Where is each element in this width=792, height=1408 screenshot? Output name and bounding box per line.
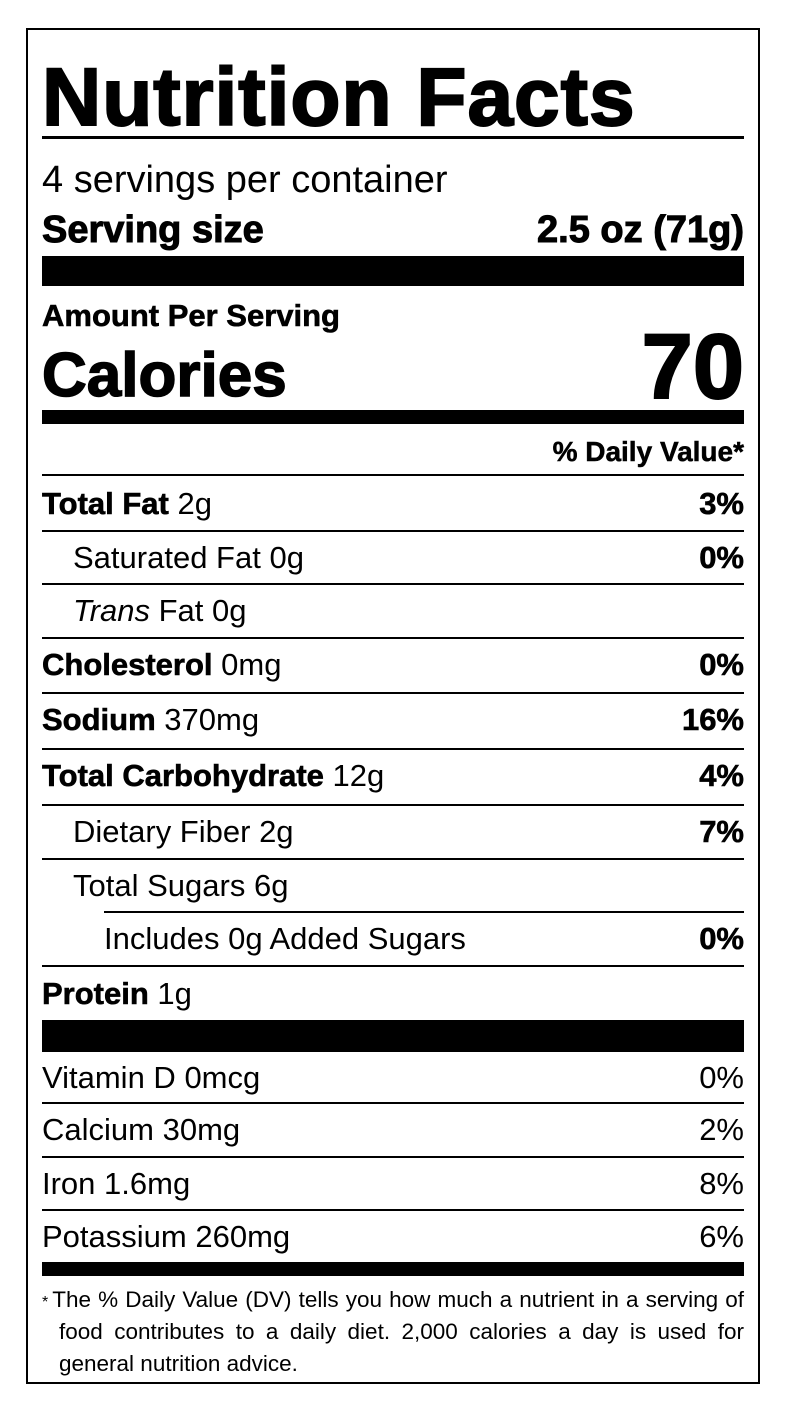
vitamin-row-calcium: Calcium 30mg 2% [42,1104,744,1156]
nutrient-name: Protein [42,976,149,1012]
vitamin-name: Vitamin D [42,1060,176,1095]
nutrient-dv: 16% [681,702,745,738]
vitamin-amount: 1.6mg [104,1166,191,1201]
divider-thin [42,1156,744,1158]
divider-medium [42,1262,744,1276]
footnote-text: The % Daily Value (DV) tells you how muc… [52,1287,744,1376]
nutrient-amount: 2g [177,486,212,521]
nutrient-name: Cholesterol [42,647,213,683]
daily-value-header: % Daily Value* [552,436,744,468]
serving-size-label: Serving size [42,209,265,252]
nutrient-amount: 6g [253,868,289,903]
nutrient-amount: 0mg [221,647,282,682]
divider-thin [42,858,744,860]
vitamin-name: Iron [42,1166,96,1201]
nutrient-name: Total Fat [42,486,169,522]
vitamin-amount: 30mg [162,1112,241,1147]
divider-thin [42,136,744,139]
nutrient-amount: 12g [332,758,385,793]
nutrient-row-total-carbohydrate: Total Carbohydrate 12g 4% [42,750,745,802]
nutrient-dv: 0% [699,921,744,957]
nutrient-amount: 1g [157,976,192,1011]
vitamin-dv: 8% [699,1166,744,1201]
nutrient-row-total-sugars: Total Sugars 6g [42,860,744,912]
nutrient-amount: 0g [269,540,304,575]
nutrient-name-italic: Trans [73,593,150,628]
vitamin-name: Calcium [42,1112,154,1147]
divider-thin [42,474,744,476]
nutrient-name: Includes 0g Added Sugars [104,921,466,956]
nutrient-amount: 370mg [164,702,260,737]
nutrient-dv: 4% [699,758,744,794]
divider-thin [42,637,744,639]
divider-thin [42,1209,744,1211]
nutrient-row-sodium: Sodium 370mg 16% [42,694,745,746]
nutrient-amount: 0g [212,593,247,628]
nutrient-dv: 0% [699,540,744,576]
divider-thick [42,256,744,286]
serving-size-value: 2.5 oz (71g) [537,209,745,252]
nutrient-row-cholesterol: Cholesterol 0mg 0% [42,639,745,691]
divider-thick [42,1020,744,1052]
calories-value: 70 [641,316,745,418]
calories-row: Calories 70 [41,316,745,418]
divider-thin [42,692,744,694]
serving-size-row: Serving size 2.5 oz (71g) [42,206,745,254]
nutrient-name: Total Sugars [73,868,246,903]
divider-thin-indented [104,911,744,913]
divider-thin [42,583,744,585]
vitamin-row-iron: Iron 1.6mg 8% [42,1158,744,1210]
footnote-marker: * [42,1294,49,1311]
footnote: * The % Daily Value (DV) tells you how mu… [42,1284,744,1380]
nutrient-row-protein: Protein 1g [42,968,744,1020]
divider-medium [42,410,744,424]
vitamin-amount: 260mg [195,1219,291,1254]
divider-thin [42,748,744,750]
label-inner: Nutrition Facts 4 servings per container… [41,30,745,1382]
vitamin-dv: 2% [699,1112,744,1147]
nutrient-name: Sodium [42,702,156,738]
nutrient-name: Fat [158,593,204,628]
nutrient-row-trans-fat: Trans Fat 0g [42,585,744,637]
divider-thin [42,965,744,967]
vitamin-name: Potassium [42,1219,187,1254]
amount-per-serving: Amount Per Serving [42,298,341,334]
nutrient-row-total-fat: Total Fat 2g 3% [42,478,745,530]
nutrient-row-dietary-fiber: Dietary Fiber 2g 7% [42,806,744,858]
nutrient-name: Saturated Fat [73,540,261,575]
nutrient-name: Total Carbohydrate [42,758,325,794]
divider-thin [42,530,744,532]
calories-label: Calories [41,340,287,411]
vitamin-row-potassium: Potassium 260mg 6% [42,1211,744,1263]
nutrition-facts-label: Nutrition Facts 4 servings per container… [26,28,760,1384]
nutrient-dv: 3% [699,486,744,522]
vitamin-dv: 0% [699,1060,744,1095]
nutrient-row-added-sugars: Includes 0g Added Sugars 0% [42,913,744,965]
divider-thin [42,1102,744,1104]
servings-per-container: 4 servings per container [42,159,448,201]
vitamin-amount: 0mcg [184,1060,261,1095]
vitamin-dv: 6% [699,1219,744,1254]
nutrient-dv: 0% [699,647,744,683]
divider-thin [42,804,744,806]
nutrient-row-saturated-fat: Saturated Fat 0g 0% [42,532,744,584]
nutrient-name: Dietary Fiber [73,814,251,849]
nutrient-amount: 2g [259,814,294,849]
label-title: Nutrition Facts [41,51,636,144]
vitamin-row-vitamin-d: Vitamin D 0mcg 0% [42,1052,744,1104]
nutrient-dv: 7% [699,814,744,850]
